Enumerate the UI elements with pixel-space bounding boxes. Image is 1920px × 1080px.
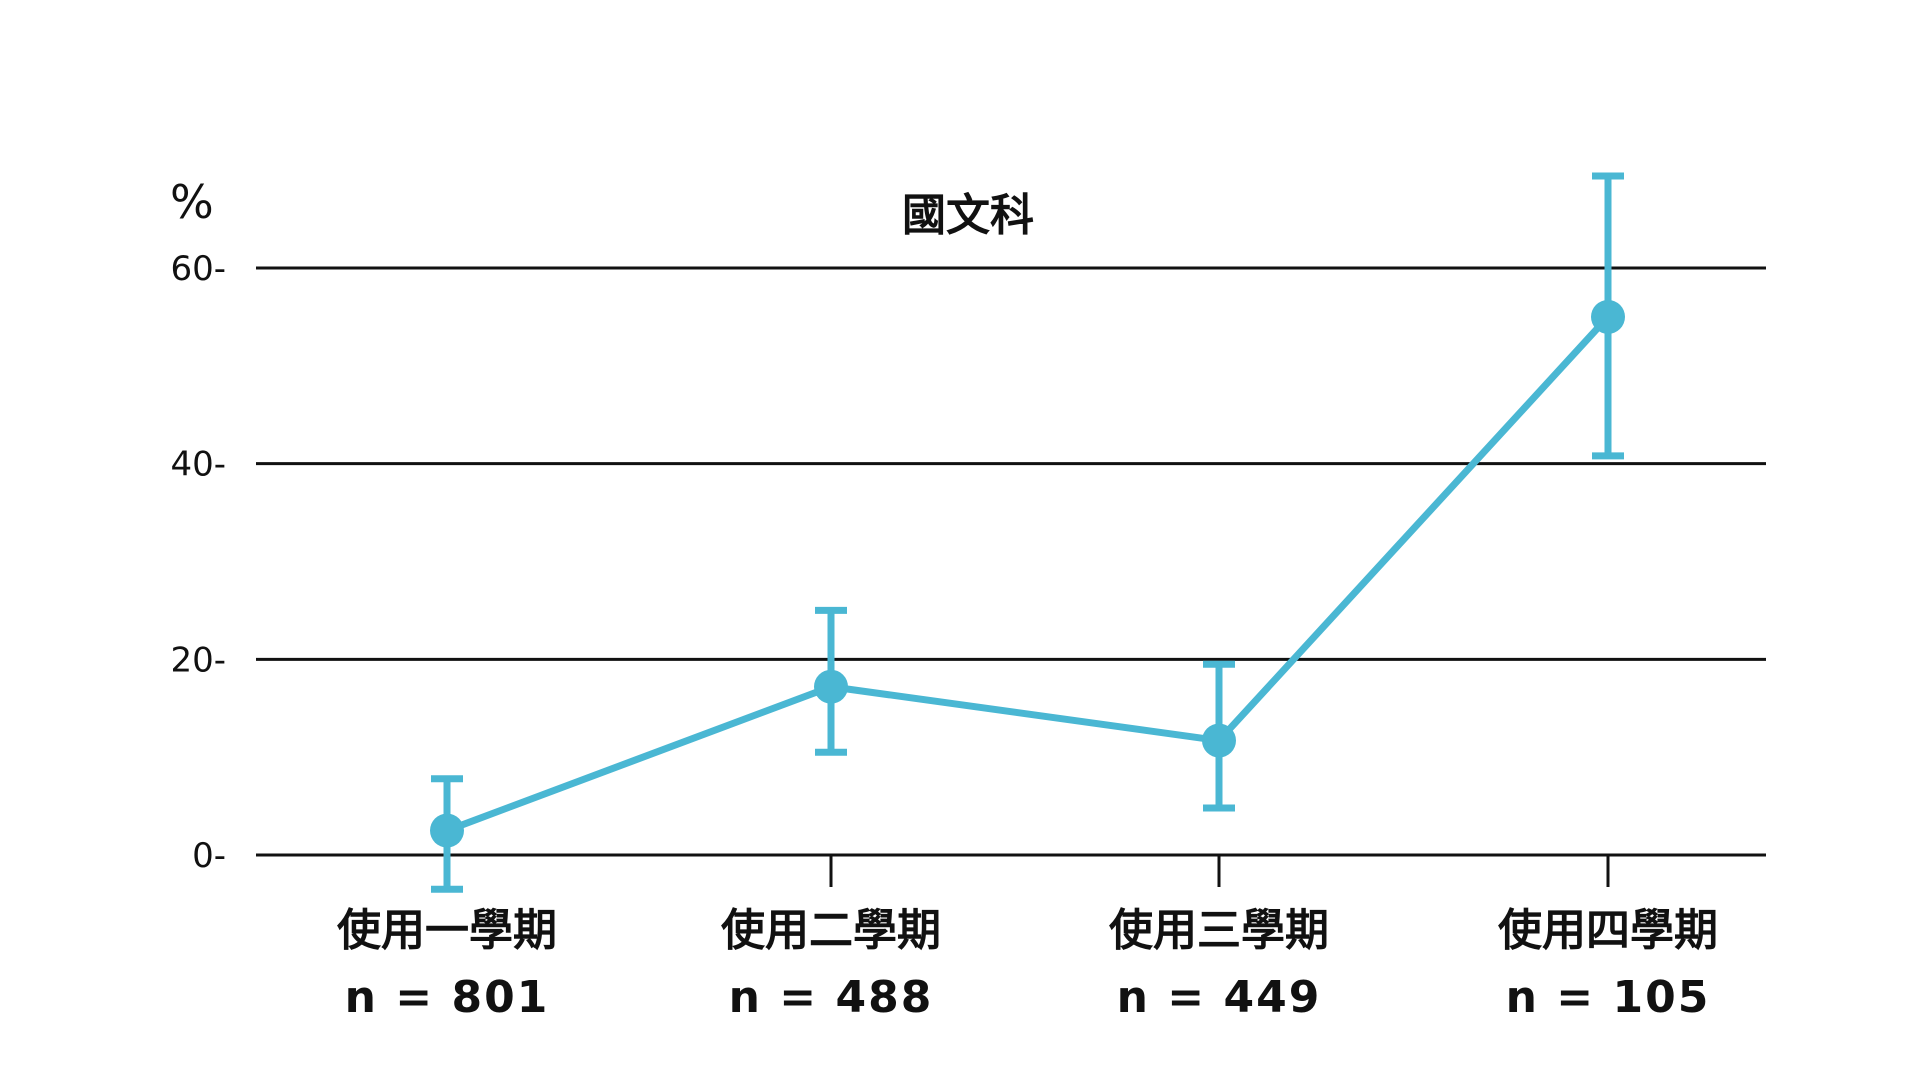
y-tick-label-60: 60- (170, 249, 226, 289)
sample-size-label-2: n = 488 (729, 972, 934, 1023)
data-point-3 (1202, 723, 1236, 758)
category-label-3: 使用三學期 (1109, 905, 1329, 956)
data-point-1 (430, 813, 464, 848)
series-line (445, 314, 1611, 834)
y-axis-ticks: 0- 20- 40- 60- (170, 249, 226, 876)
sample-size-label-4: n = 105 (1506, 972, 1711, 1023)
category-label-2: 使用二學期 (721, 905, 941, 956)
data-point-4 (1591, 299, 1625, 334)
y-axis-unit-label: % (170, 175, 214, 229)
category-label-1: 使用一學期 (337, 905, 557, 956)
data-series (430, 172, 1625, 893)
chart-title: 國文科 (902, 190, 1034, 241)
y-tick-label-40: 40- (170, 445, 226, 485)
gridlines (256, 266, 1766, 857)
sample-size-label-1: n = 801 (345, 972, 550, 1023)
y-tick-label-20: 20- (170, 640, 226, 680)
category-label-4: 使用四學期 (1498, 905, 1718, 956)
data-point-2 (814, 669, 848, 704)
x-axis-category-labels: 使用一學期 n = 801 使用二學期 n = 488 使用三學期 n = 449 使用四學… (337, 905, 1718, 1023)
y-tick-label-0: 0- (192, 836, 226, 876)
x-axis-ticks (445, 855, 1610, 887)
sample-size-label-3: n = 449 (1117, 972, 1322, 1023)
